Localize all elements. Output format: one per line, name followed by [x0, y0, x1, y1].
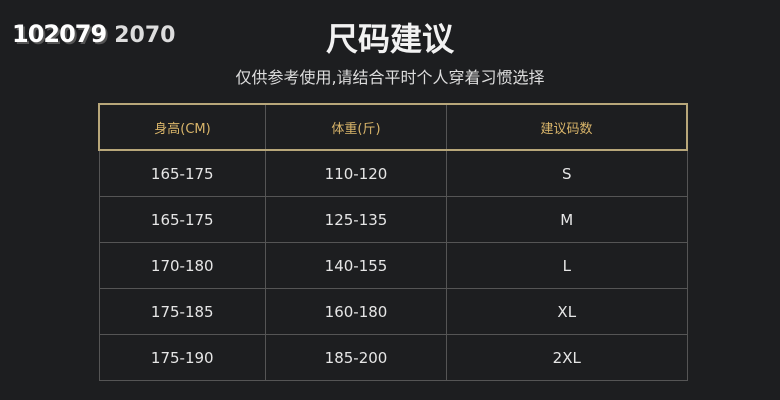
table-row: 165-175 125-135 M: [98, 196, 688, 243]
cell-height: 165-175: [98, 149, 266, 197]
watermark-group: 102079 2070: [12, 20, 175, 48]
subtitle: 仅供参考使用,请结合平时个人穿着习惯选择: [235, 68, 545, 87]
watermark-overlay: 2070: [114, 23, 176, 48]
cell-weight: 160-180: [265, 288, 447, 335]
size-table: 身高(CM) 体重(斤) 建议码数 165-175 110-120 S 165-175…: [98, 103, 688, 381]
cell-weight: 185-200: [265, 334, 447, 381]
cell-height: 175-190: [98, 334, 266, 381]
cell-weight: 125-135: [265, 196, 447, 243]
header-size: 建议码数: [446, 103, 688, 151]
table-header-row: 身高(CM) 体重(斤) 建议码数: [98, 103, 688, 151]
cell-size: L: [446, 242, 688, 289]
table-row: 170-180 140-155 L: [98, 242, 688, 289]
cell-height: 170-180: [98, 242, 266, 289]
cell-weight: 140-155: [265, 242, 447, 289]
header-weight: 体重(斤): [265, 103, 447, 151]
table-row: 175-185 160-180 XL: [98, 288, 688, 335]
cell-size: M: [446, 196, 688, 243]
cell-height: 165-175: [98, 196, 266, 243]
page-title: 尺码建议: [325, 20, 454, 58]
cell-height: 175-185: [98, 288, 266, 335]
cell-size: S: [446, 149, 688, 197]
table-row: 165-175 110-120 S: [98, 149, 688, 197]
cell-size: XL: [446, 288, 688, 335]
watermark: 102079: [12, 20, 107, 48]
table-row: 175-190 185-200 2XL: [98, 334, 688, 381]
cell-weight: 110-120: [265, 149, 447, 197]
header-height: 身高(CM): [98, 103, 266, 151]
cell-size: 2XL: [446, 334, 688, 381]
